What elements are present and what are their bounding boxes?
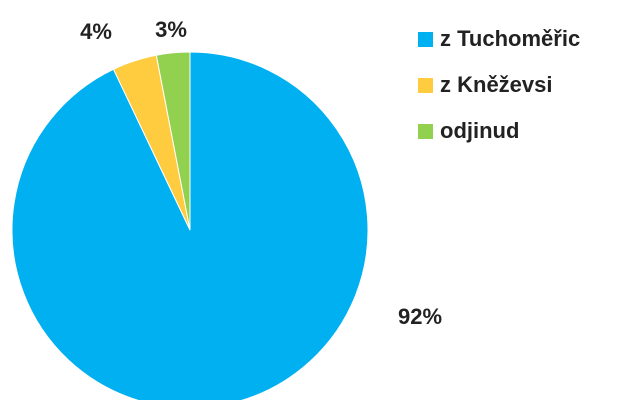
- legend-label: z Kněževsi: [440, 72, 553, 97]
- legend-swatch: [418, 32, 433, 47]
- legend-swatch: [418, 124, 433, 139]
- legend-swatch: [418, 78, 433, 93]
- data-label: 92%: [398, 304, 442, 329]
- legend-label: z Tuchoměřic: [440, 26, 580, 51]
- data-label: 3%: [155, 17, 187, 42]
- pie-slice: [155, 51, 191, 231]
- pie-slice: [11, 51, 369, 400]
- data-label: 4%: [80, 19, 112, 44]
- legend-label: odjinud: [440, 118, 519, 143]
